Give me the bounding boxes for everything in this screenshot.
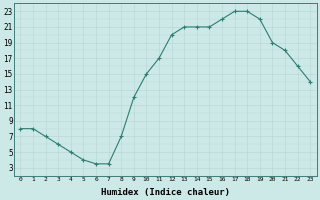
X-axis label: Humidex (Indice chaleur): Humidex (Indice chaleur) — [101, 188, 230, 197]
